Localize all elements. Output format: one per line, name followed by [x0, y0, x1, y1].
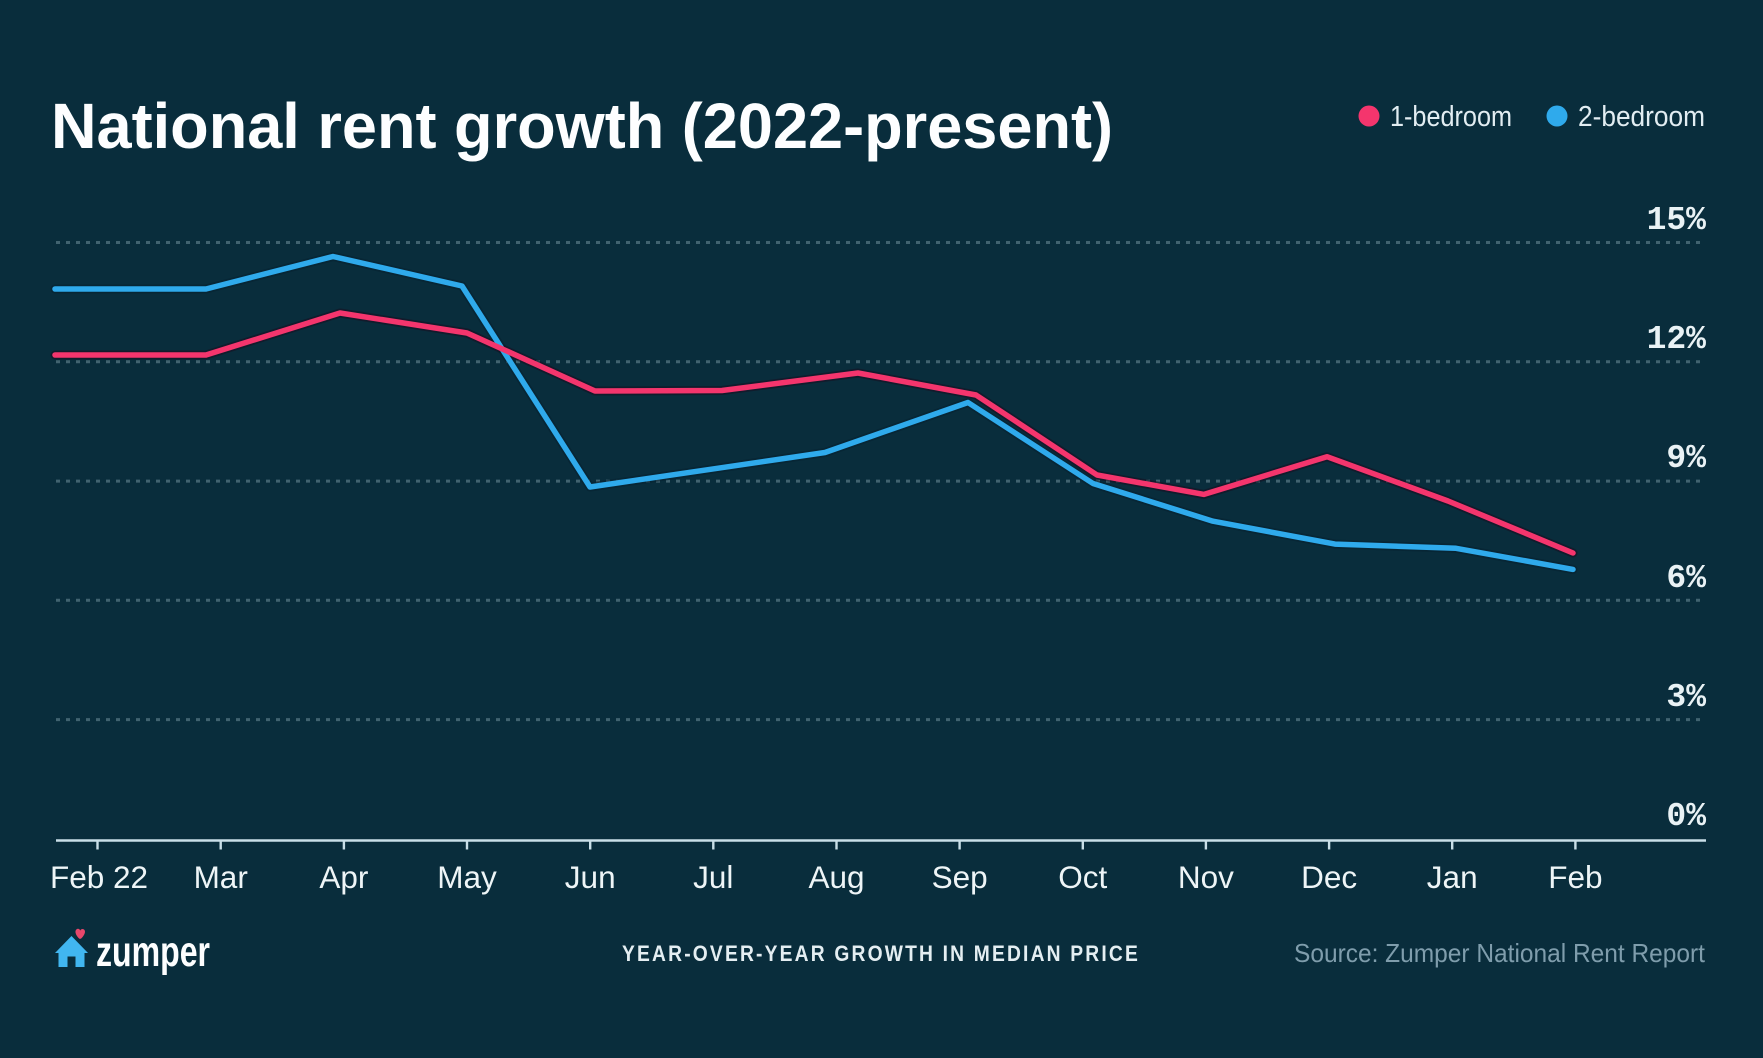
svg-text:National rent growth (2022-pre: National rent growth (2022-present): [51, 90, 1113, 162]
svg-text:Sep: Sep: [932, 859, 988, 895]
svg-text:Dec: Dec: [1301, 859, 1357, 895]
svg-text:Feb: Feb: [1548, 859, 1602, 895]
svg-text:15%: 15%: [1647, 202, 1707, 239]
svg-text:6%: 6%: [1666, 560, 1706, 597]
svg-text:12%: 12%: [1647, 321, 1707, 358]
svg-text:zumper: zumper: [96, 928, 210, 976]
svg-text:Mar: Mar: [194, 859, 248, 895]
svg-text:May: May: [437, 859, 497, 895]
svg-text:Nov: Nov: [1178, 859, 1234, 895]
svg-text:9%: 9%: [1666, 440, 1706, 477]
svg-text:Aug: Aug: [808, 859, 864, 895]
svg-text:Apr: Apr: [319, 859, 368, 895]
svg-text:1-bedroom: 1-bedroom: [1390, 101, 1512, 133]
svg-text:Feb 22: Feb 22: [50, 859, 148, 895]
svg-text:Jan: Jan: [1427, 859, 1478, 895]
svg-text:0%: 0%: [1666, 798, 1706, 835]
svg-text:Source: Zumper National Rent R: Source: Zumper National Rent Report: [1294, 938, 1706, 968]
svg-text:3%: 3%: [1666, 679, 1706, 716]
svg-text:Jul: Jul: [693, 859, 733, 895]
svg-text:Jun: Jun: [565, 859, 616, 895]
svg-text:Oct: Oct: [1058, 859, 1107, 895]
svg-text:YEAR-OVER-YEAR GROWTH IN MEDIA: YEAR-OVER-YEAR GROWTH IN MEDIAN PRICE: [622, 941, 1140, 966]
svg-text:2-bedroom: 2-bedroom: [1578, 101, 1705, 133]
